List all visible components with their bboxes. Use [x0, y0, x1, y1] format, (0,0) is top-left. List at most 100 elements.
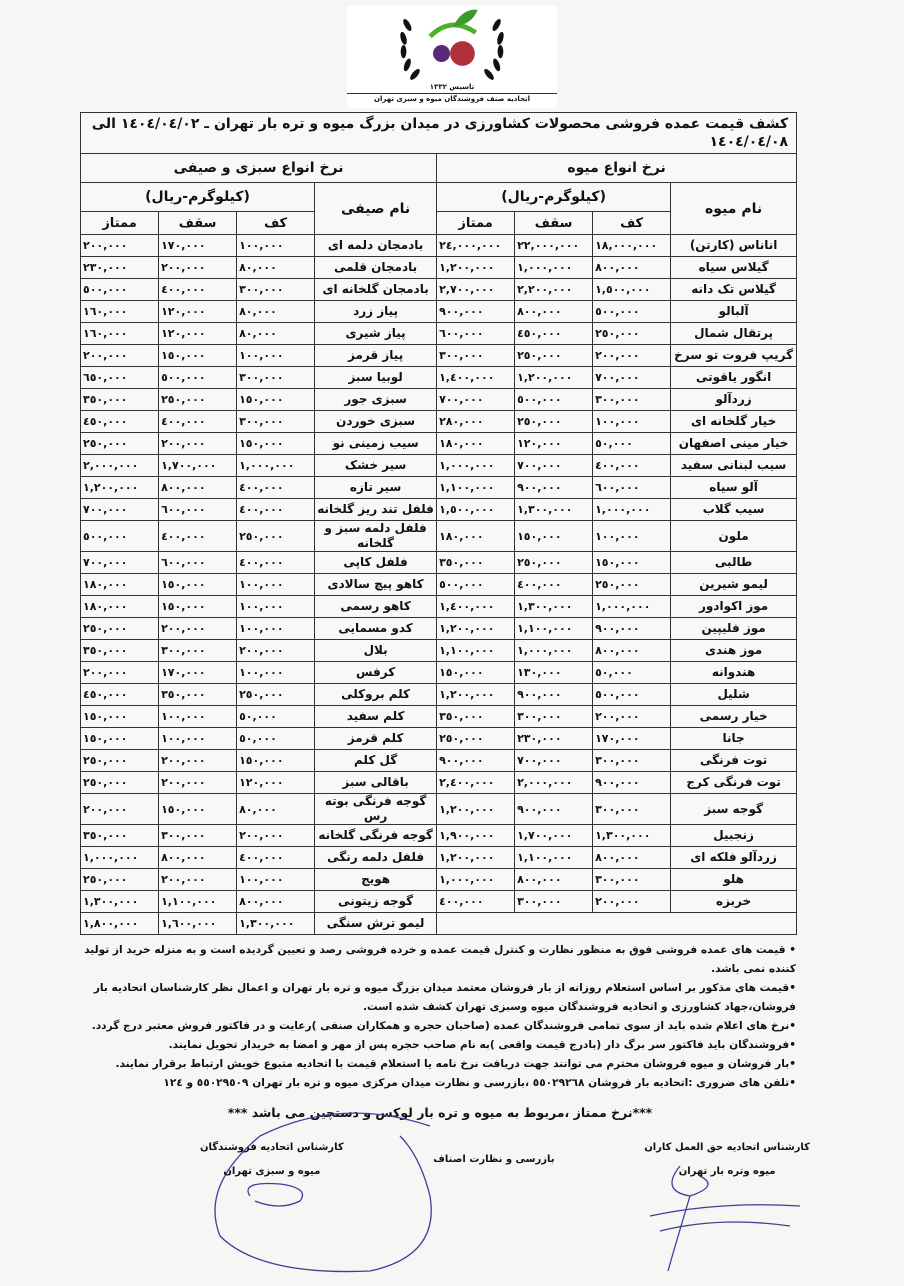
- vegetable-price-momtaz: ٦٥٠,٠٠٠: [79, 366, 160, 389]
- vegetable-price-momtaz: ٢,٠٠٠,٠٠٠: [79, 454, 160, 477]
- vegetable-price-momtaz: ٧٠٠,٠٠٠: [79, 498, 160, 521]
- table-row: گیلاس تک دانه ١,٥٠٠,٠٠٠ ٢,٢٠٠,٠٠٠ ٢,٧٠٠,٠٠٠…: [79, 278, 798, 301]
- table-row: آلو سیاه ٦٠٠,٠٠٠ ٩٠٠,٠٠٠ ١,١٠٠,٠٠٠ سیر تازه ٤…: [79, 476, 798, 499]
- signature-commission-agents: کارشناس اتحادیه حق العمل کاران میوه وتره…: [644, 1136, 810, 1266]
- vegetable-price-kaf: ٨٠,٠٠٠: [236, 256, 316, 279]
- fruit-price-saghf: ١,٣٠٠,٠٠٠: [514, 595, 594, 618]
- vegetable-price-kaf: ١٠٠,٠٠٠: [236, 595, 316, 618]
- fruit-price-kaf: ٧٠٠,٠٠٠: [592, 366, 672, 389]
- vegetable-price-saghf: ٣٠٠,٠٠٠: [158, 639, 238, 662]
- fruit-price-kaf: ٨٠٠,٠٠٠: [592, 256, 672, 279]
- vegetable-price-saghf: ١٥٠,٠٠٠: [158, 595, 238, 618]
- vegetable-price-kaf: ٤٠٠,٠٠٠: [236, 846, 316, 869]
- vegetable-name: گوجه فرنگی بوته رس: [314, 793, 438, 825]
- signature-subtitle: میوه وتره بار تهران: [678, 1166, 776, 1177]
- fruit-price-momtaz: ٢٨٠,٠٠٠: [436, 410, 516, 433]
- fruit-price-kaf: ٢٠٠,٠٠٠: [592, 344, 672, 367]
- fruit-price-kaf: ٢٥٠,٠٠٠: [592, 573, 672, 596]
- fruit-price-saghf: ٢٢,٠٠٠,٠٠٠: [514, 234, 594, 257]
- vegetable-name: سیر تازه: [314, 476, 438, 499]
- vegetable-price-momtaz: ٥٠٠,٠٠٠: [79, 278, 160, 301]
- vegetable-name: فلفل دلمه رنگی: [314, 846, 438, 869]
- empty-fruit-cell: [436, 912, 798, 935]
- vegetable-price-momtaz: ٢٣٠,٠٠٠: [79, 256, 160, 279]
- vegetable-name: سبزی جور: [314, 388, 438, 411]
- fruit-price-kaf: ٨٠٠,٠٠٠: [592, 639, 672, 662]
- fruit-price-momtaz: ١,٢٠٠,٠٠٠: [436, 846, 516, 869]
- fruit-price-kaf: ٥٠٠,٠٠٠: [592, 683, 672, 706]
- fruit-price-momtaz: ١,١٠٠,٠٠٠: [436, 476, 516, 499]
- vegetable-price-momtaz: ١٥٠,٠٠٠: [79, 727, 160, 750]
- vegetable-price-saghf: ٢٠٠,٠٠٠: [158, 749, 238, 772]
- vegetable-name: کلم قرمز: [314, 727, 438, 750]
- fruit-price-momtaz: ٦٠٠,٠٠٠: [436, 322, 516, 345]
- fruit-name: سیب گلاب: [670, 498, 798, 521]
- fruit-name: خیار گلخانه ای: [670, 410, 798, 433]
- vegetable-price-momtaz: ٢٥٠,٠٠٠: [79, 617, 160, 640]
- fruit-name: موز هندی: [670, 639, 798, 662]
- vegetable-price-saghf: ٦٠٠,٠٠٠: [158, 498, 238, 521]
- fruit-price-momtaz: ١,٢٠٠,٠٠٠: [436, 793, 516, 825]
- table-row: اناناس (کارتن) ١٨,٠٠٠,٠٠٠ ٢٢,٠٠٠,٠٠٠ ٢٤,٠٠٠…: [79, 234, 798, 257]
- fruit-name: گیلاس سیاه: [670, 256, 798, 279]
- veg-col-kaf: کف: [236, 211, 316, 235]
- fruit-price-momtaz: ١,٠٠٠,٠٠٠: [436, 454, 516, 477]
- vegetable-price-kaf: ٤٠٠,٠٠٠: [236, 551, 316, 574]
- note: •فروشندگان باید فاکتور سر برگ دار (بادرج…: [168, 1039, 796, 1051]
- vegetable-price-kaf: ٢٠٠,٠٠٠: [236, 824, 316, 847]
- vegetable-price-kaf: ٨٠,٠٠٠: [236, 300, 316, 323]
- table-row: زنجبیل ١,٣٠٠,٠٠٠ ١,٧٠٠,٠٠٠ ١,٩٠٠,٠٠٠ گوجه فر…: [79, 824, 798, 847]
- vegetable-name: هویج: [314, 868, 438, 891]
- fruit-price-kaf: ٣٠٠,٠٠٠: [592, 793, 672, 825]
- fruit-name: لیمو شیرین: [670, 573, 798, 596]
- note: •تلفن های ضروری :اتحادیه بار فروشان ٥٥٠٢…: [163, 1077, 796, 1089]
- fruit-price-saghf: ٨٠٠,٠٠٠: [514, 868, 594, 891]
- fruit-name: شلیل: [670, 683, 798, 706]
- fruit-col-kaf: کف: [592, 211, 672, 235]
- fruit-price-kaf: ٣٠٠,٠٠٠: [592, 868, 672, 891]
- table-row: ملون ١٠٠,٠٠٠ ١٥٠,٠٠٠ ١٨٠,٠٠٠ فلفل دلمه سبز و…: [79, 520, 798, 552]
- fruit-name: آلبالو: [670, 300, 798, 323]
- vegetable-price-momtaz: ١٦٠,٠٠٠: [79, 300, 160, 323]
- fruit-price-saghf: ١٢٠,٠٠٠: [514, 432, 594, 455]
- fruits-unit: (کیلوگرم-ریال): [436, 182, 672, 212]
- fruit-price-momtaz: ١٥٠,٠٠٠: [436, 661, 516, 684]
- fruit-price-saghf: ٤٥٠,٠٠٠: [514, 322, 594, 345]
- vegetable-price-saghf: ١٠٠,٠٠٠: [158, 705, 238, 728]
- fruit-price-momtaz: ١,١٠٠,٠٠٠: [436, 639, 516, 662]
- vegetable-price-kaf: ١٠٠,٠٠٠: [236, 573, 316, 596]
- vegetable-price-momtaz: ٥٠٠,٠٠٠: [79, 520, 160, 552]
- fruit-price-saghf: ١,١٠٠,٠٠٠: [514, 846, 594, 869]
- fruit-price-saghf: ١,٠٠٠,٠٠٠: [514, 639, 594, 662]
- vegetable-name: گوجه فرنگی گلخانه: [314, 824, 438, 847]
- fruit-price-momtaz: ٢٥٠,٠٠٠: [436, 727, 516, 750]
- fruit-name: هلو: [670, 868, 798, 891]
- fruit-name: هندوانه: [670, 661, 798, 684]
- vegetable-price-kaf: ٨٠,٠٠٠: [236, 793, 316, 825]
- table-row: جانا ١٧٠,٠٠٠ ٢٣٠,٠٠٠ ٢٥٠,٠٠٠ کلم قرمز ٥٠,٠٠٠ ١…: [79, 727, 798, 750]
- vegetable-price-kaf: ١٠٠,٠٠٠: [236, 344, 316, 367]
- fruit-price-saghf: ٩٠٠,٠٠٠: [514, 683, 594, 706]
- fruit-price-momtaz: ٣٥٠,٠٠٠: [436, 551, 516, 574]
- fruit-price-saghf: ٥٠٠,٠٠٠: [514, 388, 594, 411]
- fruit-name: زردآلو فلکه ای: [670, 846, 798, 869]
- fruit-price-saghf: ٢٥٠,٠٠٠: [514, 551, 594, 574]
- table-row: خیار رسمی ٢٠٠,٠٠٠ ٣٠٠,٠٠٠ ٣٥٠,٠٠٠ کلم سفید ٥٠…: [79, 705, 798, 728]
- vegetable-price-kaf: ١٠٠,٠٠٠: [236, 617, 316, 640]
- fruit-price-kaf: ٥٠,٠٠٠: [592, 661, 672, 684]
- table-row: خیار مینی اصفهان ٥٠,٠٠٠ ١٢٠,٠٠٠ ١٨٠,٠٠٠ سیب …: [79, 432, 798, 455]
- vegetable-price-momtaz: ٢٥٠,٠٠٠: [79, 749, 160, 772]
- fruit-price-momtaz: ١,٢٠٠,٠٠٠: [436, 683, 516, 706]
- vegetable-price-momtaz: ١,٠٠٠,٠٠٠: [79, 846, 160, 869]
- vegetable-price-momtaz: ٤٥٠,٠٠٠: [79, 683, 160, 706]
- fruit-price-saghf: ١,٣٠٠,٠٠٠: [514, 498, 594, 521]
- table-row: توت فرنگی ٣٠٠,٠٠٠ ٧٠٠,٠٠٠ ٩٠٠,٠٠٠ گل کلم ١٥٠,…: [79, 749, 798, 772]
- fruit-price-kaf: ٢٠٠,٠٠٠: [592, 705, 672, 728]
- logo-established: تاسیس ١٣٣٢: [429, 83, 475, 91]
- vegetable-price-saghf: ٤٠٠,٠٠٠: [158, 410, 238, 433]
- fruit-price-kaf: ١,٣٠٠,٠٠٠: [592, 824, 672, 847]
- vegetable-price-saghf: ١٥٠,٠٠٠: [158, 573, 238, 596]
- table-row: موز هندی ٨٠٠,٠٠٠ ١,٠٠٠,٠٠٠ ١,١٠٠,٠٠٠ بلال ٢٠٠…: [79, 639, 798, 662]
- fruit-name: اناناس (کارتن): [670, 234, 798, 257]
- fruit-price-saghf: ١,١٠٠,٠٠٠: [514, 617, 594, 640]
